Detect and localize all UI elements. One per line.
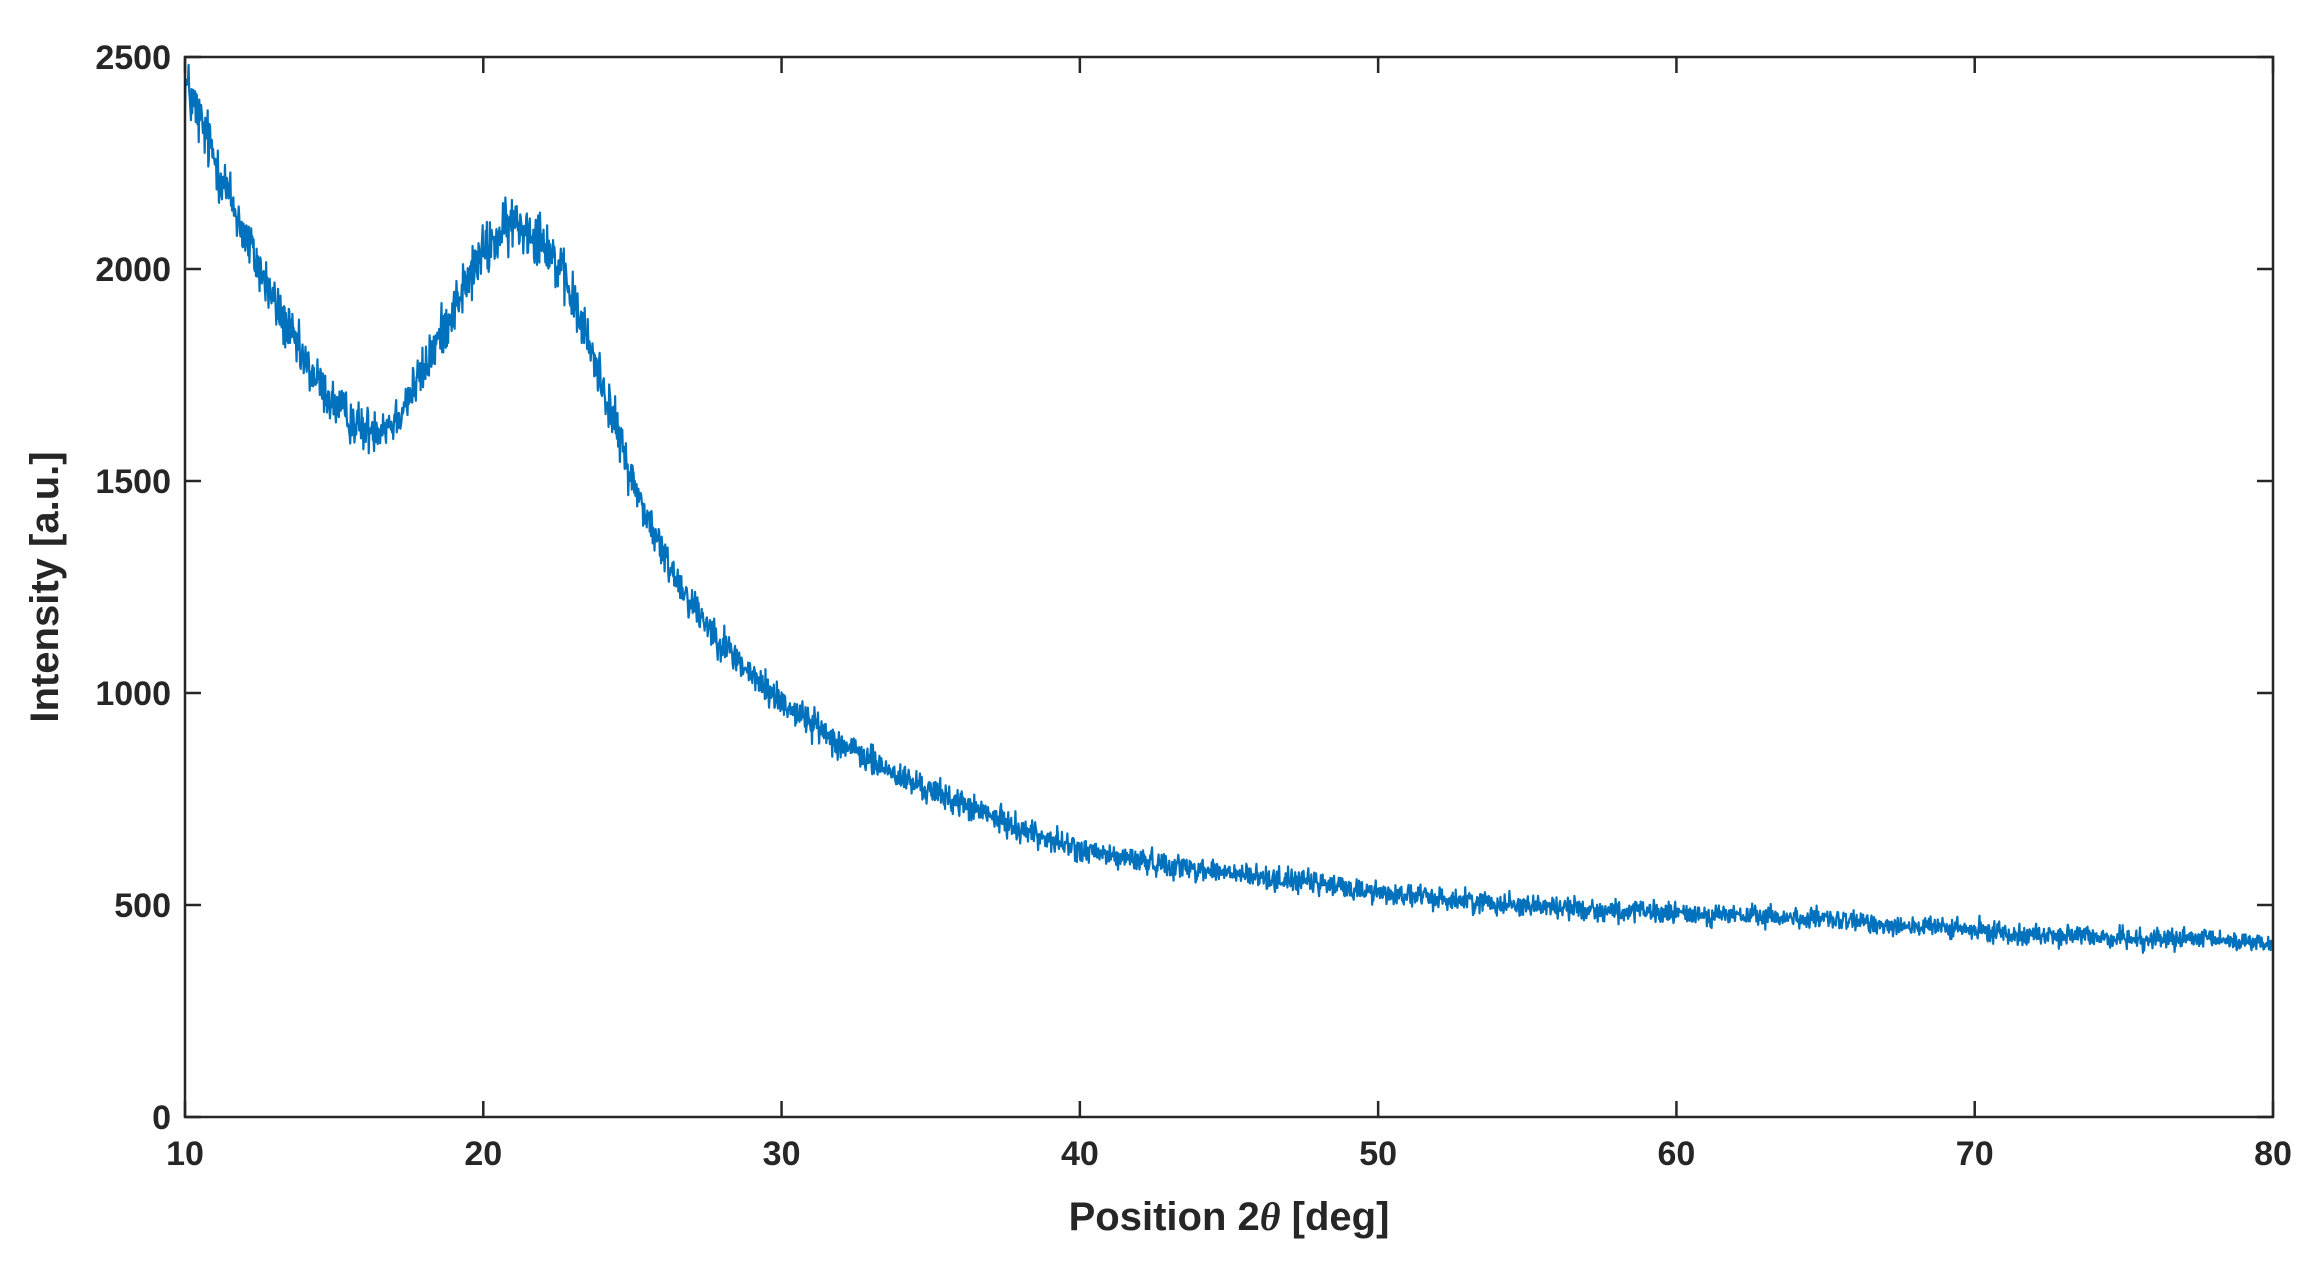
x-axis: 10 20 30 40 50 60 70 80 [166,57,2292,1173]
y-axis: 0 500 1000 1500 2000 2500 [95,39,2273,1137]
x-tick-label: 70 [1956,1135,1994,1173]
plot-data-layer [183,63,2275,954]
x-tick-label: 50 [1359,1135,1397,1173]
x-axis-label: Position 2θ [deg] [1069,1194,1390,1239]
y-axis-label: Intensity [a.u.] [23,451,67,722]
x-tick-label: 10 [166,1135,204,1173]
x-tick-label: 20 [464,1135,502,1173]
y-tick-label: 2500 [95,39,171,77]
y-tick-label: 500 [114,887,171,925]
x-tick-label: 80 [2254,1135,2292,1173]
x-axis-label-theta: θ [1260,1194,1281,1239]
plot-frame [183,55,2275,1119]
y-tick-label: 1000 [95,675,171,713]
x-axis-label-suffix: [deg] [1281,1195,1390,1239]
x-tick-label: 60 [1658,1135,1696,1173]
x-tick-label: 30 [763,1135,801,1173]
y-tick-label: 0 [152,1099,171,1137]
intensity-series-line [183,63,2275,954]
y-tick-label: 2000 [95,251,171,289]
x-axis-label-prefix: Position 2 [1069,1195,1260,1239]
y-tick-label: 1500 [95,463,171,501]
x-tick-label: 40 [1061,1135,1099,1173]
